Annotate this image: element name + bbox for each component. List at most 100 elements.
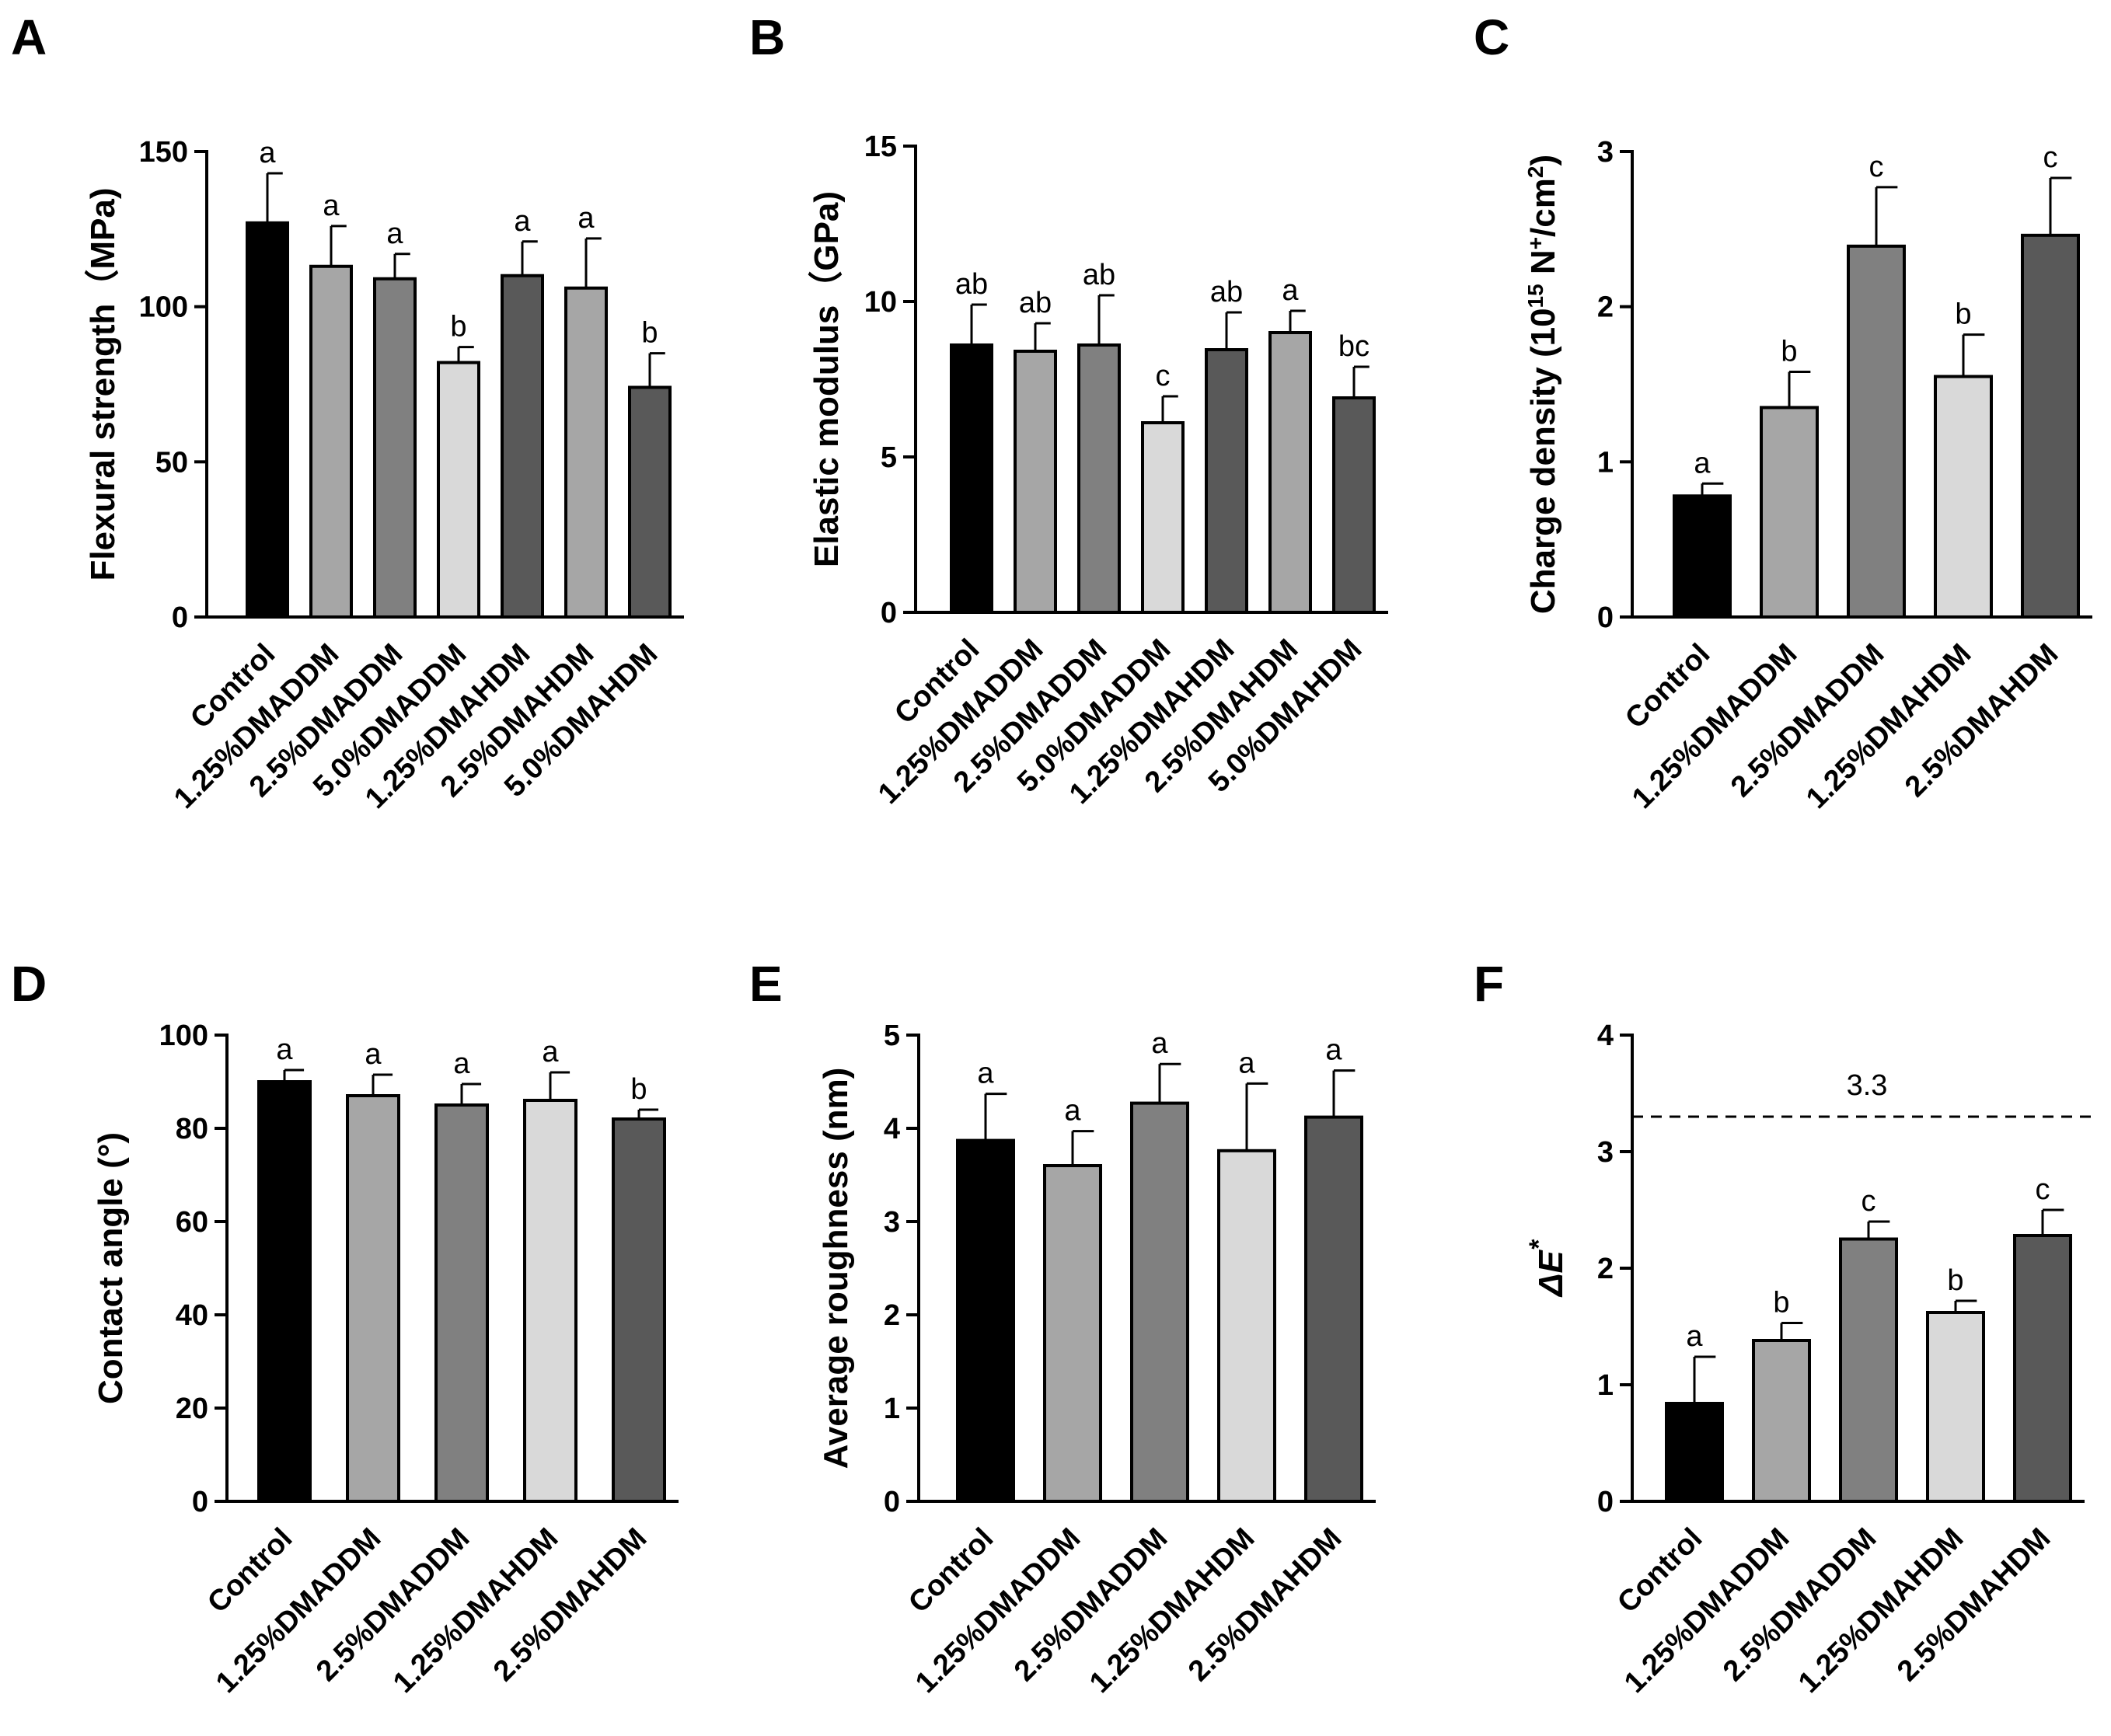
significance-letter: b <box>450 311 466 343</box>
y-axis-label-superscript: * <box>1524 1239 1554 1250</box>
category-label: 2.5%DMAHDM <box>1182 1522 1348 1688</box>
bar-4 <box>1217 1149 1276 1504</box>
reference-line-label: 3.3 <box>1847 1069 1888 1102</box>
significance-letter: a <box>1238 1047 1255 1079</box>
significance-letter: a <box>577 202 595 235</box>
bar-2 <box>1760 406 1819 619</box>
significance-letter: ab <box>955 268 988 301</box>
y-axis-label-part: N <box>1524 249 1562 284</box>
y-tick-label: 0 <box>172 601 188 634</box>
bar-4 <box>523 1099 577 1503</box>
significance-letter: b <box>1781 336 1797 368</box>
significance-letter: ab <box>1210 276 1243 309</box>
y-axis-label-superscript: + <box>1523 237 1547 249</box>
bar-1 <box>950 343 993 614</box>
significance-letter: c <box>1862 1185 1876 1218</box>
y-axis-label-part: Charge density (10 <box>1524 308 1562 614</box>
y-tick-label: 0 <box>1597 601 1614 634</box>
y-tick-label: 3 <box>884 1206 900 1239</box>
significance-letter: a <box>365 1038 382 1071</box>
significance-letter: b <box>641 317 658 350</box>
panel-letter: D <box>11 956 47 1012</box>
panel-f: F01234ΔE*aControlb1.25%DMADDMc2.5%DMADDM… <box>1474 956 2099 1699</box>
significance-letter: a <box>323 190 340 222</box>
y-axis-label: Flexural strength（MPa) <box>84 187 122 580</box>
bar-3 <box>434 1103 489 1503</box>
y-tick-label: 4 <box>884 1113 900 1145</box>
bar-4 <box>437 361 480 619</box>
significance-letter: a <box>514 205 531 238</box>
category-label: 2.5%DMAHDM <box>487 1522 653 1688</box>
y-tick-label: 3 <box>1597 1136 1614 1169</box>
significance-letter: b <box>630 1073 647 1106</box>
bar-1 <box>1665 1402 1724 1503</box>
category-label: 1.25%DMADDM <box>1626 638 1803 815</box>
significance-letter: ab <box>1019 287 1052 319</box>
bar-6 <box>564 286 608 619</box>
y-axis-label-superscript: 15 <box>1523 284 1547 308</box>
significance-letter: ab <box>1083 259 1115 291</box>
category-label: 1.25%DMAHDM <box>1800 638 1977 815</box>
significance-letter: a <box>977 1058 994 1090</box>
significance-letter: a <box>1064 1095 1081 1128</box>
y-tick-label: 50 <box>155 446 188 479</box>
bar-4 <box>1926 1311 1985 1503</box>
bar-3 <box>1130 1101 1189 1503</box>
bar-3 <box>1839 1237 1898 1503</box>
category-label: 1.25%DMADDM <box>909 1522 1087 1699</box>
bar-2 <box>1043 1164 1102 1503</box>
significance-letter: b <box>1947 1264 1963 1297</box>
y-axis-label: Contact angle (°) <box>92 1132 130 1404</box>
bar-5 <box>501 274 544 619</box>
bar-1 <box>1673 494 1732 619</box>
significance-letter: bc <box>1338 330 1370 363</box>
bar-4 <box>1934 375 1993 619</box>
significance-letter: a <box>1151 1027 1168 1060</box>
y-axis-label-part: ) <box>1524 155 1562 166</box>
significance-letter: a <box>1686 1320 1703 1353</box>
y-tick-label: 0 <box>192 1486 208 1518</box>
category-label: 2.5%DMADDM <box>310 1522 476 1688</box>
category-label: 2.5%DMADDM <box>1008 1522 1174 1688</box>
y-axis-label: Average roughness (nm) <box>817 1068 855 1469</box>
y-tick-label: 1 <box>884 1393 900 1425</box>
bar-1 <box>257 1080 312 1503</box>
y-axis-label-part: /cm <box>1524 178 1562 237</box>
bar-2 <box>346 1094 400 1503</box>
bar-2 <box>309 264 353 619</box>
category-label: 2.5%DMAHDM <box>1891 1522 2057 1688</box>
bar-5 <box>612 1117 666 1503</box>
panel-letter: F <box>1474 956 1504 1012</box>
bar-1 <box>246 221 289 619</box>
significance-letter: c <box>2036 1173 2050 1206</box>
category-label: 2.5%DMADDM <box>1717 1522 1882 1688</box>
y-tick-label: 1 <box>1597 1369 1614 1402</box>
category-label: 1.25%DMAHDM <box>387 1522 564 1699</box>
y-tick-label: 0 <box>884 1486 900 1518</box>
bar-4 <box>1141 421 1185 614</box>
category-label: 1.25%DMADDM <box>210 1522 387 1699</box>
bar-6 <box>1268 331 1312 614</box>
y-tick-label: 15 <box>864 131 897 163</box>
bar-2 <box>1752 1339 1811 1503</box>
significance-letter: a <box>1694 447 1711 479</box>
y-tick-label: 2 <box>884 1299 900 1332</box>
significance-letter: a <box>259 137 276 169</box>
y-tick-label: 20 <box>176 1393 208 1425</box>
y-tick-label: 3 <box>1597 136 1614 169</box>
bar-5 <box>1205 348 1248 614</box>
category-label: 2.5%DMAHDM <box>1899 638 2064 804</box>
y-tick-label: 100 <box>139 291 188 324</box>
y-tick-label: 2 <box>1597 291 1614 324</box>
panel-letter: A <box>11 9 47 65</box>
bar-1 <box>956 1138 1015 1503</box>
y-tick-label: 10 <box>864 286 897 319</box>
significance-letter: c <box>1156 360 1171 392</box>
bar-3 <box>1847 244 1906 619</box>
